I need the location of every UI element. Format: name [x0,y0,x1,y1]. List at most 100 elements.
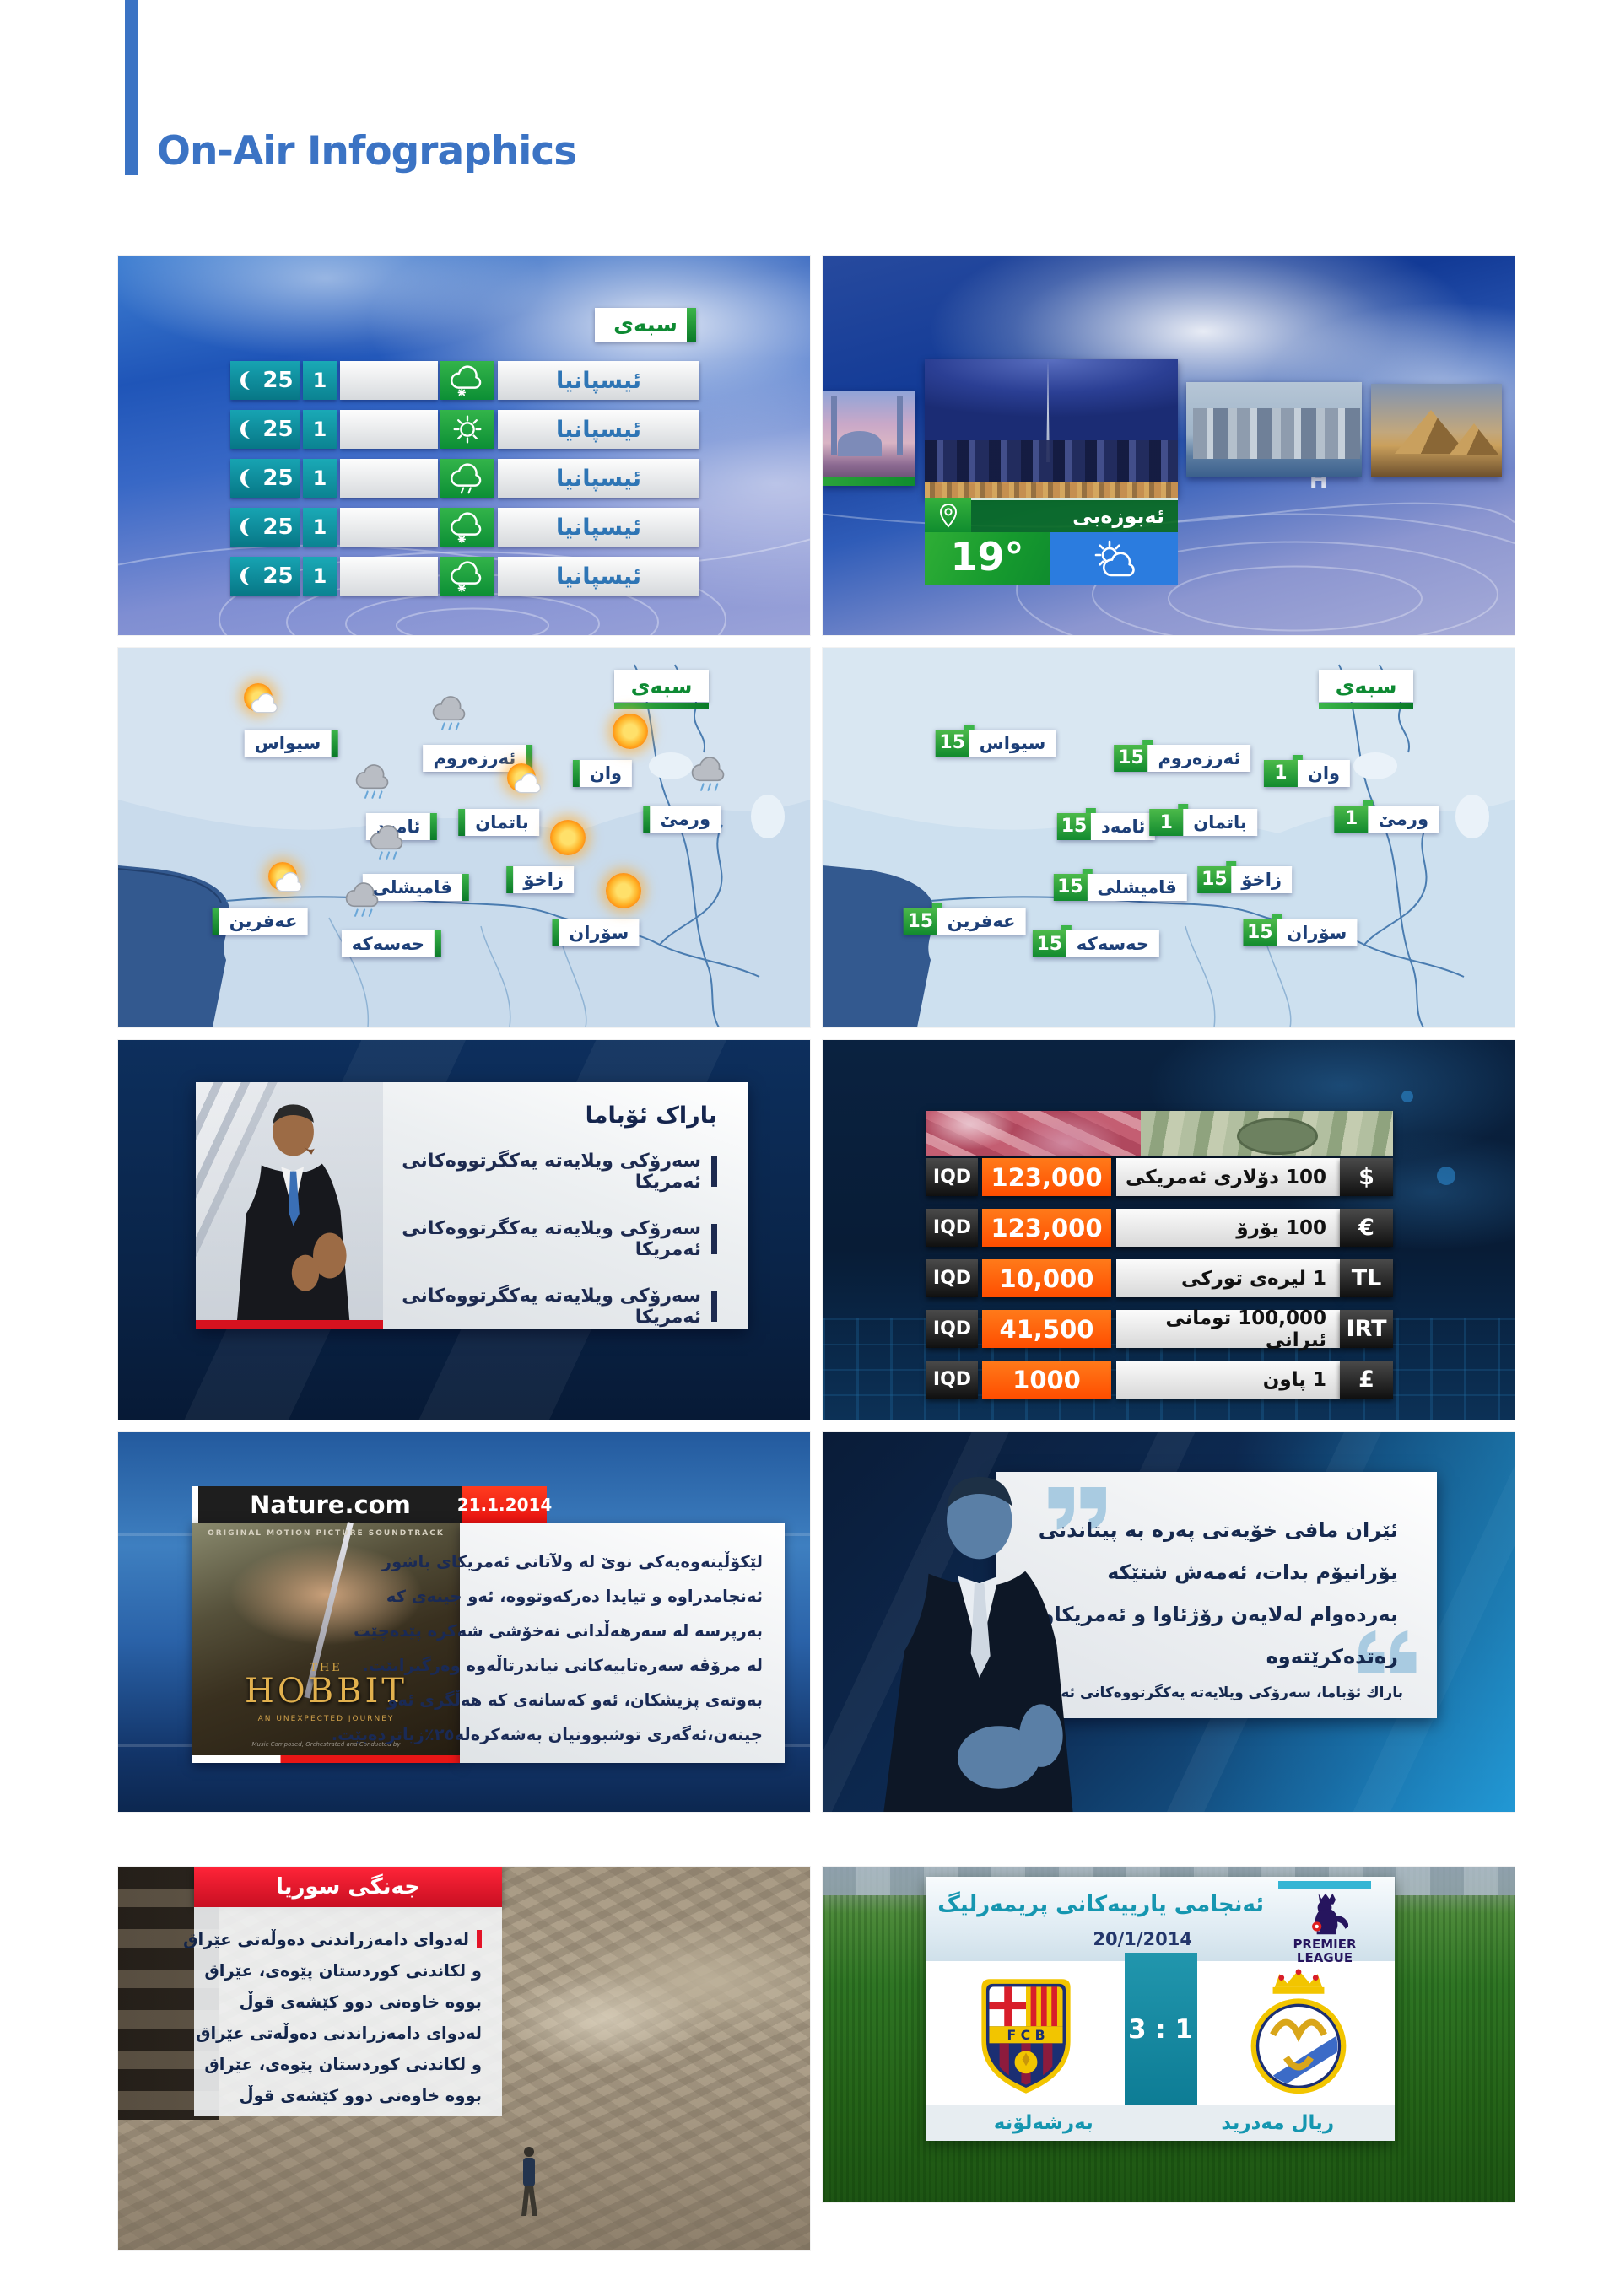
badge-tab [1082,868,1093,874]
temp-badge: 15 [1114,739,1153,772]
weather-icon-box [440,361,494,400]
bullet-text: سەرۆكى ويلايەتە يەكگرتووەكانى ئەمريكا [402,1285,701,1328]
away-team-name: ريال مەدريد [1221,2111,1335,2134]
city-name: ئەبوزەبی [971,498,1178,532]
map-temp-labels: 15 سيواس 15 ئەرزەروم 1 وان 1 ورمێ 15 ئامەد 1 باتمان… [823,648,1515,1027]
badge-tab [1226,860,1237,866]
map-weather-icon [688,757,732,797]
badge-tab [964,724,975,730]
temperature: 19° [925,532,1050,585]
profile-text: باراک ئۆباما سەرۆكى ويلايەتە يەكگرتووەكا… [383,1082,748,1329]
map-temp-label: 15 قاميشلى [1053,868,1187,901]
white-strip [192,1486,198,1523]
hobbit-poster: ORIGINAL MOTION PICTURE SOUNDTRACK THE H… [192,1522,460,1763]
high-temp: 25 [262,515,294,540]
person-graphic [237,1104,350,1320]
city-name: سيواس [969,729,1056,757]
quote-open-icon [1048,1487,1106,1530]
panel-currency: IQD 123,000 100 دۆلارى ئەمريكى $ IQD 123,000 1… [823,1040,1515,1420]
match-title: ئەنجامى يارييەكانى پريمەرليگ [937,1892,1264,1917]
currency-value: 41,500 [982,1310,1111,1348]
panel-football: ئەنجامى يارييەكانى پريمەرليگ 20/1/2014 P… [823,1867,1515,2202]
sun-cloud-icon [267,861,309,897]
green-bar [430,812,438,840]
map-city-label: باتمان [458,809,539,836]
news-line: ئەنجامدراوە و تيايدا دەركەوتووە، ئەو جين… [386,1587,763,1606]
forecast-row: 25 1 ئيسپانيا [230,557,699,596]
currency-unit: IQD [926,1310,978,1348]
map-city-label: سيواس [244,729,338,757]
syria-line: بووە خاوەنى دوو كێشەى قوڵ [239,2086,482,2105]
home-team-name: بەرشەلۆنە [993,2111,1094,2134]
currency-unit: IQD [926,1158,978,1196]
bullet-bar [711,1156,717,1187]
map-weather-icon [366,825,410,865]
map-city-label: ئەرزەروم [423,744,533,772]
low-temp-box: 1 [303,508,337,547]
green-bar [506,865,514,893]
currency-value: 1000 [982,1361,1111,1399]
rain-cloud-icon [370,825,403,860]
green-strip [687,308,696,342]
profile-title: باراک ئۆباما [585,1102,717,1129]
map-icon-labels: سيواس ئەرزەروم وان ورمێ ئامەد باتمان زاخۆ قاميش… [118,648,810,1027]
temp-badge: 1 [1334,800,1374,833]
rain-cloud-icon [691,757,725,791]
burj-khalifa [1046,361,1050,462]
news-date: 21.1.2014 [457,1486,552,1523]
map-temp-label: 1 وان [1263,754,1351,787]
quote-line: ئێران مافى خۆيەتى پەرە بە پيتاندنى [1038,1518,1398,1542]
red-bar [477,1930,482,1948]
forecast-row: 25 1 ئيسپانيا [230,410,699,449]
bullet-bar [711,1291,717,1322]
accent-bar [125,0,138,175]
badge-tab [1142,739,1153,745]
currency-label: 1 پاون [1116,1361,1340,1399]
currency-symbol: IRT [1340,1310,1393,1348]
city-name: قاميشلى [1087,873,1187,901]
map-city-label: سۆران [552,919,640,946]
night-temp-box: 25 [230,557,300,596]
green-strip [823,477,915,486]
spacer-bar [340,508,438,547]
news-text-card: لێكۆڵينەوەيەكى نوێ لە ولآتانى ئەمريكاى ب… [332,1523,785,1763]
rain-cloud-icon [345,881,379,917]
forecast-header-tab: سبەی [595,308,696,342]
temp-badge: 15 [935,724,975,757]
currency-row: IQD 10,000 1 ليرەى توركى TL [926,1259,1393,1297]
currency-unit: IQD [926,1209,978,1247]
syria-line: لەدواى دامەزراندنى دەوڵەتى عێراق [183,1924,482,1955]
profile-card: باراک ئۆباما سەرۆكى ويلايەتە يەكگرتووەكا… [196,1082,748,1329]
banknotes-photo [926,1111,1393,1156]
map-weather-icon [352,764,396,805]
low-temp-box: 1 [303,410,337,449]
map-weather-icon [550,820,586,855]
weather-icon-box [440,508,494,547]
green-bar [526,744,533,772]
map-weather-icon [267,861,309,897]
panel-city-weather: H ئەبوزەبی 19° [823,256,1515,635]
currency-value: 123,000 [982,1209,1111,1247]
poster-topline: ORIGINAL MOTION PICTURE SOUNDTRACK [208,1529,445,1538]
map-weather-icon [505,763,548,799]
panel-quote: ئێران مافى خۆيەتى پەرە بە پيتاندنى يۆراني… [823,1432,1515,1812]
glow-dot [1401,1091,1413,1102]
bullet-text: سەرۆكى ويلايەتە يەكگرتووەكانى ئەمريكا [402,1151,701,1193]
city-name: سۆران [1277,919,1358,946]
moon-icon [240,518,251,536]
red-strip [196,1320,383,1329]
map-weather-icon [429,696,472,736]
night-temp-box: 25 [230,361,300,400]
barcelona-crest: F C B [981,1979,1071,2094]
low-temp-box: 1 [303,459,337,498]
spacer-bar [340,459,438,498]
currency-rows: IQD 123,000 100 دۆلارى ئەمريكى $ IQD 123,000 1… [926,1158,1393,1411]
temp-badge: 15 [1197,860,1237,893]
sun-icon [612,714,648,749]
green-bar [458,809,466,836]
city-name: ورمێ [1368,805,1439,833]
map-city-label: ورمێ [643,805,721,833]
currency-label: 100 دۆلارى ئەمريكى [1116,1158,1340,1196]
cloud-snow-icon [451,512,482,544]
score-card-header: ئەنجامى يارييەكانى پريمەرليگ 20/1/2014 P… [926,1877,1395,1965]
